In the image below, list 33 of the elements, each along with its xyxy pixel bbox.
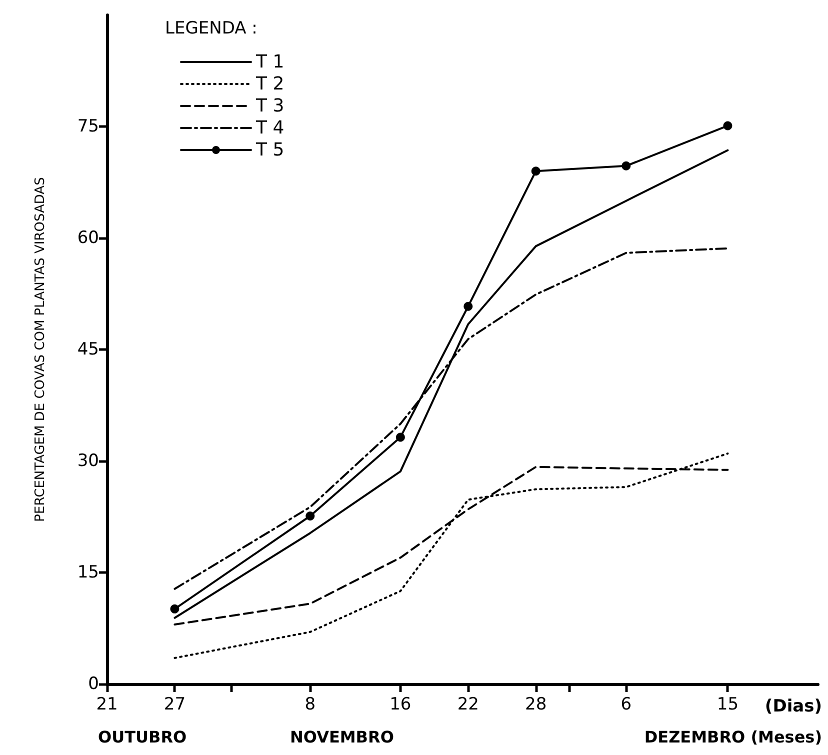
y-tick-label: 60 [77,228,99,248]
y-tick-label: 15 [77,562,99,582]
x-axis-title: (Dias) [764,696,822,716]
y-tick-label: 45 [77,340,99,360]
x-tick-label: 6 [620,694,632,714]
point [723,121,732,130]
x-tick-label: 27 [164,694,186,714]
legend-label: T 5 [255,140,284,160]
y-tick-label: 0 [88,674,99,694]
x-tick-label: 16 [390,694,412,714]
y-axis-title: PERCENTAGEM DE COVAS COM PLANTAS VIROSADAS [33,177,48,522]
x-tick-label: 21 [96,694,118,714]
y-tick-label: 75 [77,116,99,136]
point [170,604,180,614]
x-tick-label: 28 [525,694,547,714]
point [464,302,473,311]
point [396,432,405,442]
x-tick-label: 22 [457,694,479,714]
text: DEZEMBRO (Meses) [644,728,822,746]
text: NOVEMBRO [290,728,394,746]
text: OUTUBRO [98,728,187,746]
point [622,161,631,170]
legend-title: LEGENDA : [165,18,258,38]
y-tick-label: 30 [77,451,99,471]
point [306,512,315,521]
legend-label: T 1 [255,52,284,72]
x-tick-label: 8 [304,694,316,714]
point [531,166,540,176]
legend-label: T 4 [255,118,284,138]
line-series [174,452,729,659]
x-tick-label: 15 [716,694,739,714]
legend-label: T 2 [255,74,284,94]
legend-label: T 3 [255,96,284,116]
